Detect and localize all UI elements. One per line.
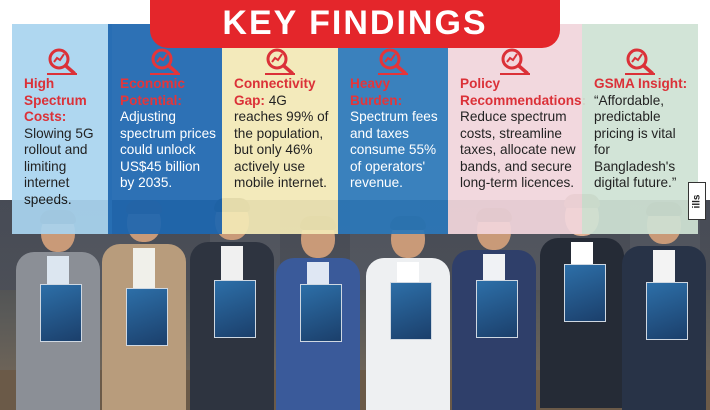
finding-heading: GSMA Insight: [594,76,688,91]
report-book [126,288,168,346]
finding-panel-4: Heavy Burden: Spectrum fees and taxes co… [338,24,448,234]
finding-heading: Policy Recommendations: [460,76,587,108]
search-chart-icon [150,48,180,75]
finding-heading: Economic Potential: [120,76,185,108]
search-chart-icon [378,48,408,75]
page-title: KEY FINDINGS [222,4,488,42]
report-book [390,282,432,340]
finding-body: “Affordable, predictable pricing is vita… [594,92,677,191]
report-book [214,280,256,338]
finding-body: Reduce spectrum costs, streamline taxes,… [460,109,576,190]
report-book [300,284,342,342]
header-banner: KEY FINDINGS [150,0,560,48]
watermark-text: ills [691,194,703,208]
finding-heading: Connectivity Gap: [234,76,316,108]
finding-heading: High Spectrum Costs: [24,76,87,124]
report-book [40,284,82,342]
finding-body: Adjusting spectrum prices could unlock U… [120,109,216,190]
finding-body: Spectrum fees and taxes consume 55% of o… [350,109,438,190]
report-book [476,280,518,338]
finding-body: 4G reaches 99% of the population, but on… [234,92,329,191]
report-book [646,282,688,340]
finding-panel-2: Economic Potential: Adjusting spectrum p… [108,24,222,234]
search-chart-icon [47,48,77,75]
finding-body: Slowing 5G rollout and limiting internet… [24,125,94,207]
finding-panel-1: High Spectrum Costs: Slowing 5G rollout … [12,24,112,234]
report-book [564,264,606,322]
search-chart-icon [265,48,295,75]
finding-panel-3: Connectivity Gap: 4G reaches 99% of the … [222,24,338,234]
finding-panel-5: Policy Recommendations: Reduce spectrum … [448,24,586,234]
finding-panel-6: GSMA Insight: “Affordable, predictable p… [582,24,698,234]
search-chart-icon [625,48,655,75]
watermark: ills [688,182,706,220]
search-chart-icon [500,48,530,75]
finding-heading: Heavy Burden: [350,76,403,108]
